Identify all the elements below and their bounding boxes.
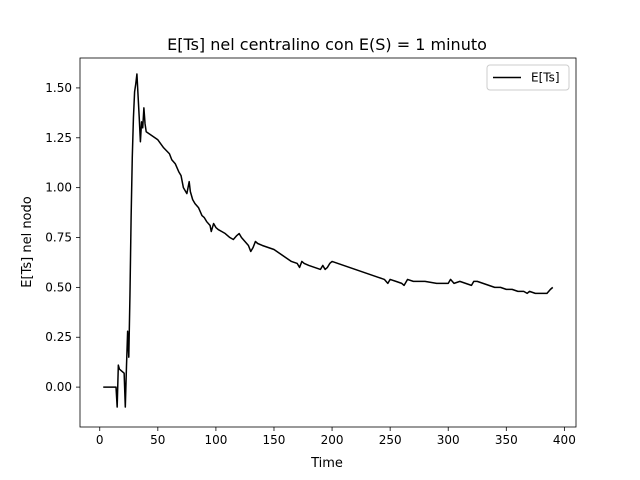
- y-tick-label: 0.25: [45, 330, 72, 344]
- y-axis-label: E[Ts] nel nodo: [20, 196, 35, 287]
- y-tick-label: 1.25: [45, 131, 72, 145]
- x-tick-label: 100: [204, 433, 227, 447]
- x-tick-label: 350: [495, 433, 518, 447]
- y-tick-label: 0.50: [45, 280, 72, 294]
- x-tick-label: 300: [437, 433, 460, 447]
- y-tick-label: 1.50: [45, 81, 72, 95]
- x-axis-label: Time: [310, 456, 343, 471]
- y-tick-label: 0.00: [45, 380, 72, 394]
- legend-box: [486, 64, 570, 91]
- x-tick-label: 0: [96, 433, 104, 447]
- plot-frame: [79, 57, 577, 428]
- y-tick-label: 1.00: [45, 181, 72, 195]
- series-line-0: [103, 73, 554, 408]
- y-tick-label: 0.75: [45, 231, 72, 245]
- x-tick-label: 50: [150, 433, 165, 447]
- chart-title: E[Ts] nel centralino con E(S) = 1 minuto: [167, 35, 487, 54]
- x-tick-label: 400: [553, 433, 576, 447]
- x-tick-label: 150: [263, 433, 286, 447]
- x-tick-label: 200: [321, 433, 344, 447]
- x-tick-label: 250: [379, 433, 402, 447]
- legend-label: E[Ts]: [531, 71, 560, 85]
- plot-area: 0 50 100 150 200 250 300 350 400 0.00 0.25 0.50 0.75…: [45, 57, 577, 447]
